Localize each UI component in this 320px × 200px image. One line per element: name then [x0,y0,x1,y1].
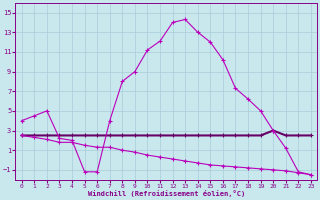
X-axis label: Windchill (Refroidissement éolien,°C): Windchill (Refroidissement éolien,°C) [88,190,245,197]
